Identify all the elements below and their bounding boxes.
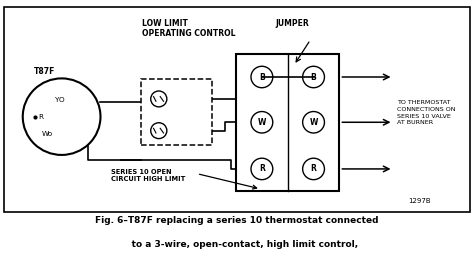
Text: Wo: Wo: [42, 131, 53, 137]
Circle shape: [151, 91, 167, 107]
Text: W: W: [258, 118, 266, 127]
Circle shape: [251, 158, 273, 180]
Circle shape: [303, 66, 324, 88]
Circle shape: [251, 111, 273, 133]
Text: LOW LIMIT
OPERATING CONTROL: LOW LIMIT OPERATING CONTROL: [142, 19, 236, 38]
Circle shape: [251, 66, 273, 88]
Text: TO THERMOSTAT
CONNECTIONS ON
SERIES 10 VALVE
AT BURNER: TO THERMOSTAT CONNECTIONS ON SERIES 10 V…: [397, 100, 456, 125]
Bar: [236, 54, 339, 191]
Text: SERIES 10 OPEN
CIRCUIT HIGH LIMIT: SERIES 10 OPEN CIRCUIT HIGH LIMIT: [111, 169, 186, 182]
Circle shape: [23, 78, 100, 155]
Bar: [4, 7, 470, 212]
Text: YO: YO: [55, 97, 64, 103]
Circle shape: [303, 158, 324, 180]
Text: B: B: [310, 73, 317, 81]
Text: R: R: [259, 164, 265, 173]
Circle shape: [303, 111, 324, 133]
Circle shape: [151, 123, 167, 139]
Text: R: R: [38, 115, 43, 120]
Text: W: W: [310, 118, 318, 127]
Bar: [141, 79, 212, 145]
Text: R: R: [310, 164, 317, 173]
Text: JUMPER: JUMPER: [275, 19, 309, 28]
Text: Fig. 6–T87F replacing a series 10 thermostat connected: Fig. 6–T87F replacing a series 10 thermo…: [95, 216, 379, 225]
Text: T87F: T87F: [34, 67, 55, 76]
Text: to a 3-wire, open-contact, high limit control,: to a 3-wire, open-contact, high limit co…: [116, 240, 358, 249]
Text: B: B: [259, 73, 265, 81]
Text: 1297B: 1297B: [408, 198, 431, 204]
